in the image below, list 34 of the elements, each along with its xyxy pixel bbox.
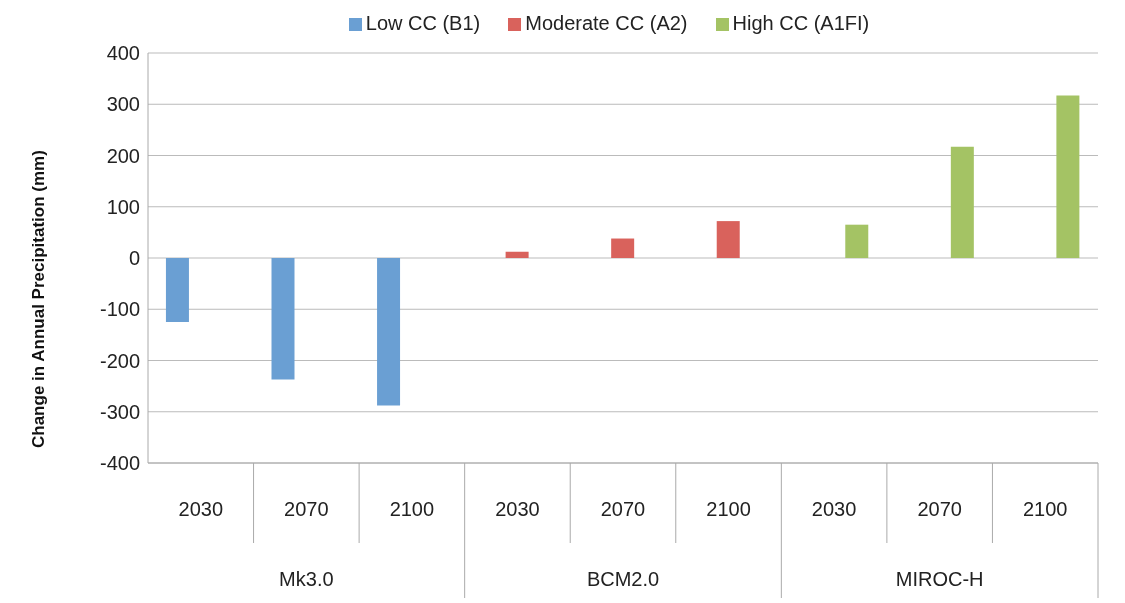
legend-label: Moderate CC (A2) [525,12,688,34]
bar [950,146,974,258]
y-tick-label: 100 [106,195,140,218]
legend-label: High CC (A1FI) [732,12,870,34]
text: Mk3.0 [279,568,334,590]
y-axis-title: Change in Annual Precipitation (mm) [29,150,49,448]
x-tick-label: 2070 [600,498,646,520]
x-tick-label: 2070 [917,498,962,520]
bar [1056,95,1080,258]
x-tick-label: 2100 [1022,498,1068,520]
bar [377,258,401,406]
y-tick-label: -400 [99,452,140,475]
x-tick-label: 2030 [178,498,224,520]
bar [611,238,635,258]
bar [271,258,295,380]
x-tick-label: 2030 [495,498,540,520]
y-tick-label: 0 [128,247,140,270]
y-tick-label: -100 [99,298,140,321]
bar [505,251,529,258]
bar [165,258,189,323]
y-tick-label: -300 [99,400,140,423]
x-tick-label: 2100 [706,498,751,520]
x-tick-label: 2100 [389,498,435,520]
y-tick-label: -200 [99,349,140,372]
bar [845,224,869,258]
legend-label: Low CC (B1) [365,12,481,34]
x-tick-label: 2070 [284,498,329,520]
y-tick-label: 200 [106,144,140,167]
y-tick-label: 400 [106,42,140,65]
text: MIROC-H [895,568,984,590]
x-tick-label: 2030 [811,498,857,520]
bar [716,221,740,258]
text: BCM2.0 [586,568,660,590]
y-tick-label: 300 [106,93,140,116]
